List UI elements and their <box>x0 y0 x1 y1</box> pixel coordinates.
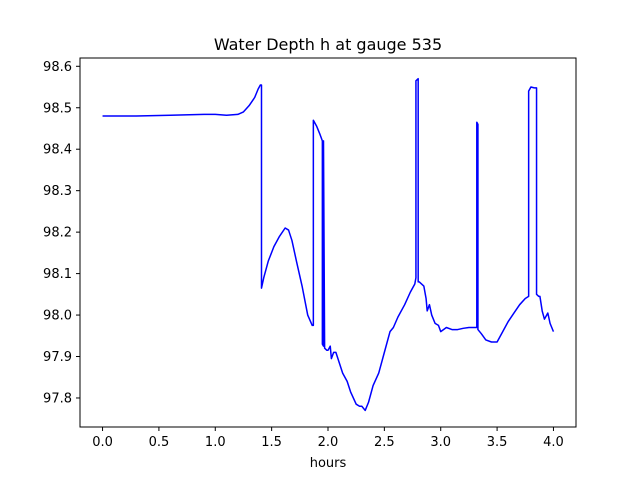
x-tick-label: 3.5 <box>487 435 508 450</box>
x-tick-label: 0.5 <box>149 435 170 450</box>
y-tick-label: 98.5 <box>43 101 72 116</box>
x-tick-label: 0.0 <box>92 435 113 450</box>
x-tick-label: 1.0 <box>205 435 226 450</box>
x-tick-label: 2.5 <box>374 435 395 450</box>
series-line-0 <box>102 77 555 412</box>
y-tick-label: 97.9 <box>43 350 72 365</box>
plot-area <box>102 77 555 412</box>
x-tick-label: 2.0 <box>318 435 339 450</box>
plot-frame <box>79 57 577 428</box>
chart-title: Water Depth h at gauge 535 <box>214 35 442 54</box>
x-axis: 0.0 0.5 1.0 1.5 2.0 2.5 3.0 3.5 4.0 <box>92 427 564 450</box>
y-tick-label: 98.2 <box>43 226 72 241</box>
x-tick-label: 1.5 <box>261 435 282 450</box>
x-axis-label: hours <box>310 456 347 471</box>
y-tick-label: 98.1 <box>43 267 72 282</box>
x-tick-label: 4.0 <box>543 435 564 450</box>
y-tick-label: 98.6 <box>43 60 72 75</box>
x-tick-label: 3.0 <box>430 435 451 450</box>
y-axis: 97.8 97.9 98.0 98.1 98.2 98.3 98.4 98.5 98.6 <box>43 60 80 406</box>
y-tick-label: 98.0 <box>43 309 72 324</box>
y-tick-label: 98.3 <box>43 184 72 199</box>
y-tick-label: 97.8 <box>43 391 72 406</box>
y-tick-label: 98.4 <box>43 143 72 158</box>
